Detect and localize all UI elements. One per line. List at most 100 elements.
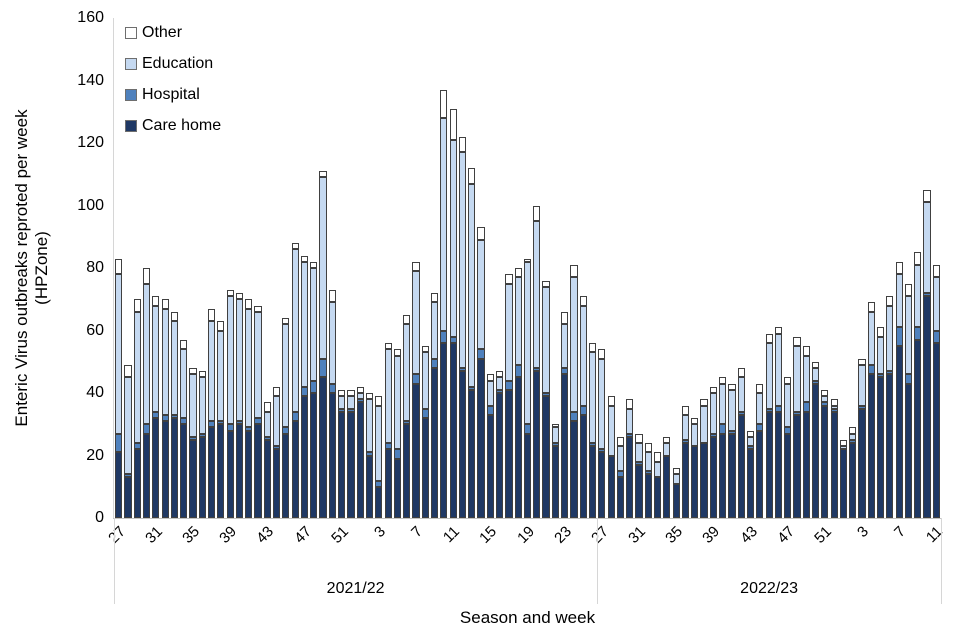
bar-segment-education — [561, 324, 569, 368]
bar-segment-education — [616, 446, 624, 472]
bar-segment-education — [133, 311, 141, 443]
bar-segment-hospital — [115, 433, 123, 453]
bar-segment-hospital — [719, 424, 727, 434]
legend-item-care-home: Care home — [125, 113, 221, 138]
bar-segment-care-home — [207, 427, 216, 518]
bar-segment-hospital — [626, 433, 634, 437]
bar-segment-hospital — [403, 421, 411, 425]
bar-segment-other — [161, 299, 169, 309]
bar-segment-hospital — [384, 443, 392, 450]
bar-segment-other — [746, 430, 755, 437]
bar-segment-care-home — [681, 443, 690, 518]
bar-segment-care-home — [254, 424, 262, 518]
bar-segment-care-home — [338, 411, 346, 518]
bar-segment-education — [505, 283, 513, 381]
bar-segment-education — [170, 321, 178, 415]
bar-segment-other — [375, 396, 383, 406]
bar-segment-care-home — [449, 343, 457, 518]
bar-segment-education — [403, 324, 411, 422]
bar-segment-education — [273, 396, 281, 447]
bar-segment-hospital — [821, 402, 829, 406]
category-boundary-line — [596, 518, 598, 604]
bar-segment-education — [421, 352, 429, 409]
bar-segment-other — [579, 296, 587, 306]
bar-segment-other — [904, 283, 913, 297]
bar-segment-care-home — [598, 452, 606, 518]
y-axis-tick-label: 160 — [77, 9, 104, 26]
bar-segment-hospital — [849, 439, 857, 443]
bar-segment-care-home — [626, 436, 634, 518]
bar-segment-education — [347, 396, 355, 409]
bar-segment-care-home — [170, 418, 178, 518]
bar-segment-care-home — [644, 474, 652, 518]
bar-segment-care-home — [653, 477, 662, 518]
bar-segment-education — [784, 383, 792, 428]
bar-segment-other — [347, 389, 355, 397]
bar-segment-other — [189, 368, 197, 375]
bar-segment-other — [588, 343, 597, 353]
bar-segment-care-home — [691, 446, 699, 518]
legend-item-other: Other — [125, 20, 221, 45]
y-axis-tick-label: 40 — [86, 384, 104, 401]
bar-segment-care-home — [765, 411, 773, 518]
bar-segment-hospital — [784, 427, 792, 434]
chart-legend: Other Education Hospital Care home — [125, 20, 221, 144]
legend-swatch-education — [125, 57, 137, 70]
bar-segment-other — [403, 314, 411, 325]
bar-segment-other — [709, 386, 717, 393]
bar-segment-education — [691, 424, 699, 447]
bar-segment-education — [802, 355, 810, 403]
bar-segment-hospital — [393, 449, 401, 459]
bar-segment-education — [839, 446, 848, 450]
bar-segment-education — [291, 249, 299, 412]
bar-segment-hospital — [198, 433, 206, 437]
bar-segment-other — [226, 289, 234, 297]
bar-segment-education — [375, 405, 383, 481]
bar-segment-education — [514, 277, 522, 365]
bar-segment-other — [561, 311, 569, 325]
bar-segment-education — [412, 271, 420, 375]
bar-segment-other — [533, 205, 541, 222]
bar-segment-education — [877, 336, 885, 375]
bar-segment-care-home — [477, 358, 485, 518]
legend-item-education: Education — [125, 51, 221, 76]
bar-segment-education — [477, 239, 485, 350]
bar-segment-care-home — [561, 374, 569, 518]
bar-segment-education — [207, 321, 216, 422]
bar-segment-other — [523, 258, 532, 262]
bar-segment-hospital — [681, 439, 690, 443]
bar-segment-hospital — [319, 358, 327, 378]
bar-segment-other — [542, 280, 550, 287]
bar-segment-care-home — [932, 343, 940, 518]
bar-segment-other — [263, 402, 271, 412]
bar-segment-care-home — [709, 436, 717, 518]
bar-segment-other — [440, 89, 448, 118]
bar-segment-other — [653, 452, 662, 462]
y-axis-line — [113, 18, 114, 518]
bar-segment-care-home — [347, 411, 355, 518]
bar-segment-hospital — [802, 402, 810, 412]
bar-segment-education — [152, 305, 160, 412]
bar-segment-education — [440, 118, 448, 331]
bar-segment-other — [365, 393, 374, 400]
bar-segment-education — [793, 346, 801, 412]
bar-segment-hospital — [505, 380, 513, 390]
bar-segment-care-home — [774, 411, 782, 518]
bar-segment-hospital — [914, 327, 922, 340]
bar-segment-hospital — [300, 386, 309, 397]
bar-segment-care-home — [886, 374, 894, 518]
bar-segment-education — [756, 393, 764, 425]
bar-segment-care-home — [802, 411, 810, 518]
bar-segment-education — [728, 389, 736, 431]
bar-segment-hospital — [468, 386, 476, 390]
bar-segment-education — [737, 377, 745, 412]
bar-segment-other — [644, 443, 652, 453]
bar-segment-care-home — [542, 396, 550, 518]
bar-segment-education — [542, 286, 550, 393]
bar-segment-hospital — [180, 418, 188, 425]
bar-segment-care-home — [217, 424, 225, 518]
bar-segment-education — [449, 139, 457, 337]
bar-segment-other — [607, 396, 615, 406]
bar-segment-education — [533, 221, 541, 368]
bar-segment-hospital — [124, 474, 132, 478]
